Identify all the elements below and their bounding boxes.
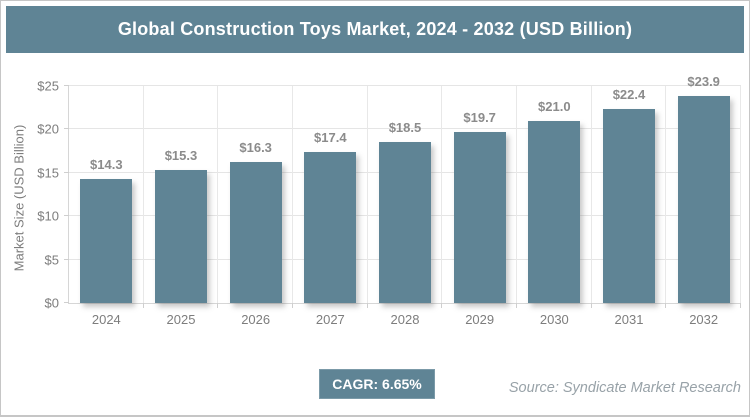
plot-area: $0 $5 $10 $15 $20 $25 $14.3 2024 $15.3 2025 $16.3 2… bbox=[37, 74, 741, 327]
bar-column-2029: $19.7 2029 bbox=[442, 86, 517, 327]
y-tick-mark bbox=[64, 215, 69, 217]
x-gridline bbox=[217, 86, 219, 303]
x-tick-mark bbox=[740, 303, 741, 308]
bar-value-label-2026: $16.3 bbox=[239, 139, 272, 155]
x-gridline bbox=[740, 86, 741, 303]
bar-2024 bbox=[80, 178, 133, 303]
x-tick-mark bbox=[291, 303, 293, 308]
bar-value-label-2031: $22.4 bbox=[612, 86, 646, 102]
bar-column-2026: $16.3 2026 bbox=[218, 86, 293, 327]
bar-2029 bbox=[453, 132, 506, 303]
y-gridline bbox=[69, 85, 741, 86]
cagr-badge: CAGR: 6.65% bbox=[319, 369, 435, 399]
y-tick-label: $20 bbox=[37, 121, 59, 137]
y-tick-label: $5 bbox=[44, 252, 59, 268]
x-tick-label-2027: 2027 bbox=[315, 312, 345, 327]
source-text: Source: Syndicate Market Research bbox=[508, 380, 741, 396]
x-gridline bbox=[590, 86, 592, 303]
x-tick-label-2029: 2029 bbox=[465, 312, 495, 327]
x-tick-label-2028: 2028 bbox=[390, 312, 420, 327]
y-tick-label: $25 bbox=[37, 78, 59, 94]
y-tick-mark bbox=[64, 128, 69, 130]
x-gridline bbox=[515, 86, 517, 303]
cagr-label: CAGR: 6.65% bbox=[332, 376, 422, 392]
y-tick-mark bbox=[64, 302, 69, 303]
chart-title-bar: Global Construction Toys Market, 2024 - … bbox=[6, 6, 744, 53]
bar-value-label-2027: $17.4 bbox=[314, 129, 347, 145]
bar-value-label-2028: $18.5 bbox=[388, 120, 422, 136]
x-tick-label-2026: 2026 bbox=[241, 312, 271, 327]
y-tick-label: $10 bbox=[37, 208, 59, 224]
x-gridline bbox=[441, 86, 443, 303]
x-tick-mark bbox=[441, 303, 443, 308]
bar-column-2032: $23.9 2032 bbox=[666, 74, 741, 327]
bar-value-label-2025: $15.3 bbox=[164, 148, 198, 164]
bar-2030 bbox=[528, 120, 581, 303]
x-tick-label-2032: 2032 bbox=[689, 312, 719, 327]
x-gridline bbox=[366, 86, 368, 303]
y-tick-label: $0 bbox=[44, 295, 59, 311]
x-gridline bbox=[291, 86, 293, 303]
x-tick-label-2024: 2024 bbox=[91, 312, 121, 327]
bar-2027 bbox=[304, 151, 357, 303]
bar-column-2024: $14.3 2024 bbox=[69, 86, 144, 327]
x-tick-label-2030: 2030 bbox=[539, 312, 569, 327]
bar-value-label-2032: $23.9 bbox=[687, 73, 720, 89]
x-tick-mark bbox=[590, 303, 592, 308]
y-tick-mark bbox=[64, 85, 69, 86]
x-tick-mark bbox=[142, 303, 144, 308]
bar-column-2027: $17.4 2027 bbox=[293, 86, 368, 327]
x-tick-mark bbox=[515, 303, 517, 308]
bar-2031 bbox=[602, 108, 656, 303]
x-tick-mark bbox=[366, 303, 368, 308]
bar-2026 bbox=[229, 161, 282, 303]
x-tick-label-2025: 2025 bbox=[166, 312, 196, 327]
bar-value-label-2030: $21.0 bbox=[538, 98, 571, 114]
x-tick-mark bbox=[217, 303, 219, 308]
y-tick-label: $15 bbox=[37, 165, 59, 181]
bar-column-2028: $18.5 2028 bbox=[368, 86, 443, 327]
bar-2032 bbox=[677, 95, 730, 303]
y-tick-mark bbox=[64, 258, 69, 260]
bar-value-label-2024: $14.3 bbox=[90, 156, 123, 172]
y-gridline bbox=[69, 128, 741, 130]
bar-column-2031: $22.4 2031 bbox=[592, 86, 667, 327]
y-axis-title: Market Size (USD Billion) bbox=[11, 124, 27, 272]
x-gridline bbox=[142, 86, 144, 303]
bar-2028 bbox=[378, 142, 432, 303]
bar-column-2025: $15.3 2025 bbox=[144, 86, 219, 327]
chart-title: Global Construction Toys Market, 2024 - … bbox=[117, 19, 633, 39]
x-gridline bbox=[665, 86, 667, 303]
bar-value-label-2029: $19.7 bbox=[463, 110, 496, 126]
y-tick-mark bbox=[64, 171, 69, 173]
bar-column-2030: $21.0 2030 bbox=[517, 86, 592, 327]
bar-2025 bbox=[154, 170, 208, 303]
x-tick-mark bbox=[665, 303, 667, 308]
x-tick-label-2031: 2031 bbox=[614, 312, 644, 327]
